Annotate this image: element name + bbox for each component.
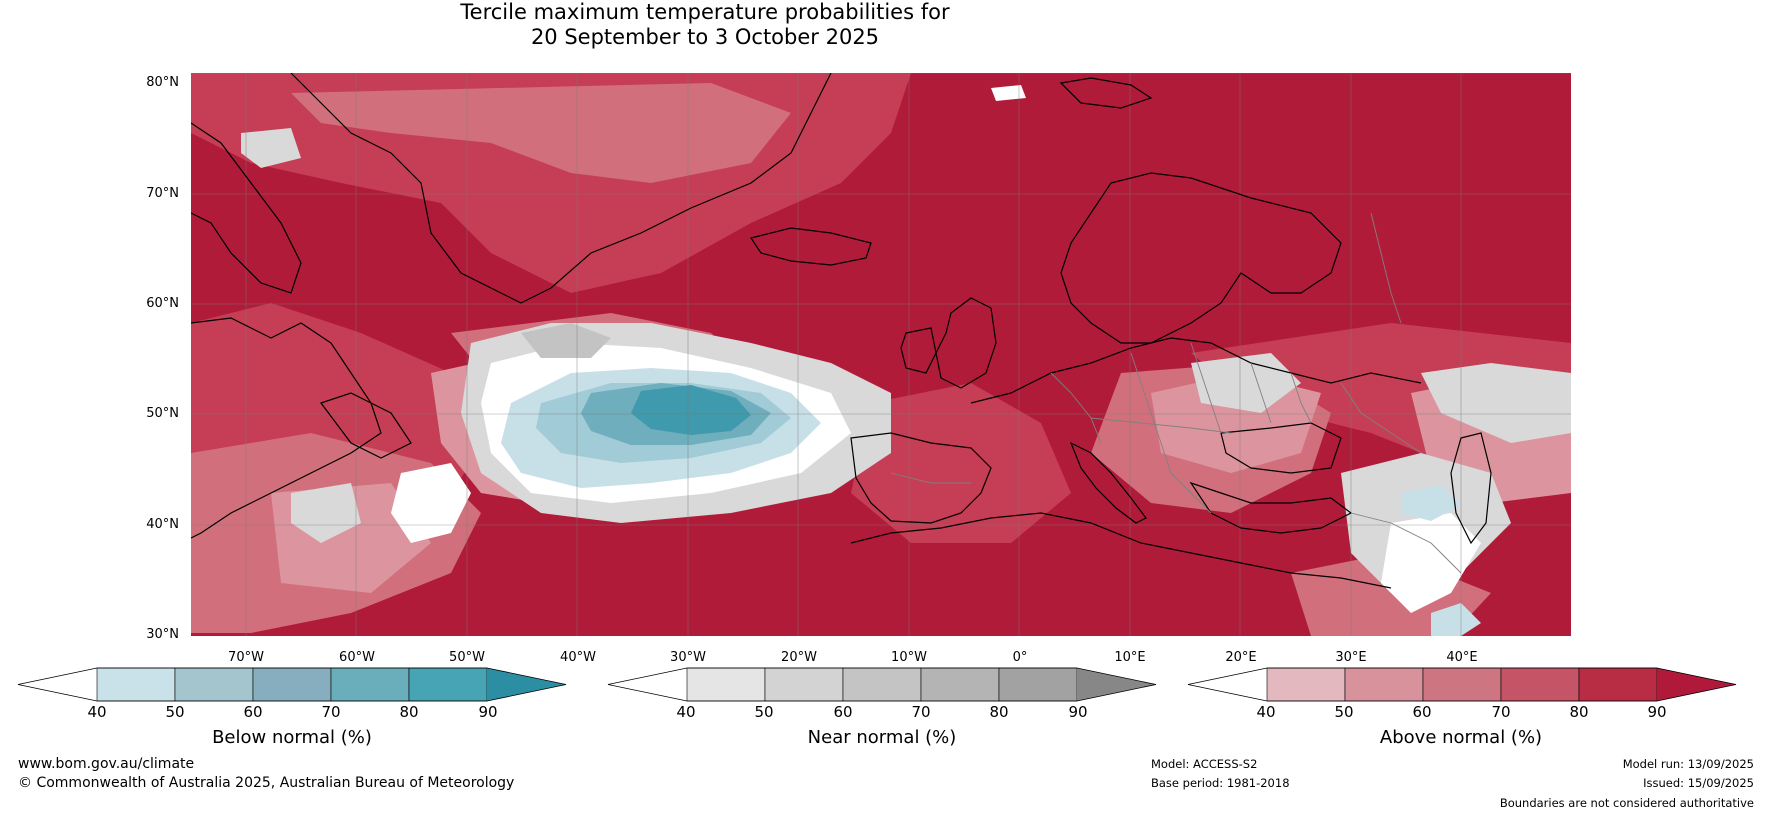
probability-map — [191, 73, 1571, 636]
cbar-near-tick-70: 70 — [911, 703, 931, 721]
cbar-near-tick-80: 80 — [989, 703, 1009, 721]
lon-label-50w: 50°W — [449, 650, 485, 665]
colorbar-below-svg — [17, 667, 567, 702]
lon-label-10w: 10°W — [891, 650, 927, 665]
cbar-below-tick-40: 40 — [87, 703, 107, 721]
colorbar-near-bin-2 — [842, 667, 922, 702]
colorbar-above-bin-0 — [1266, 667, 1346, 702]
cbar-above-tick-60: 60 — [1412, 703, 1432, 721]
colorbar-above-bin-1 — [1344, 667, 1424, 702]
lon-label-30e: 30°E — [1335, 650, 1367, 665]
map-title: Tercile maximum temperature probabilitie… — [0, 0, 1410, 50]
lon-label-40w: 40°W — [560, 650, 596, 665]
colorbar-below-bin-2 — [252, 667, 332, 702]
lon-label-20w: 20°W — [781, 650, 817, 665]
title-line-1: Tercile maximum temperature probabilitie… — [460, 0, 950, 24]
footer-copyright: © Commonwealth of Australia 2025, Austra… — [18, 775, 515, 791]
colorbar-below-bin-0 — [96, 667, 176, 702]
cbar-above-tick-50: 50 — [1334, 703, 1354, 721]
cbar-above-tick-70: 70 — [1491, 703, 1511, 721]
colorbar-below-high-extension — [487, 668, 566, 701]
map-canvas — [191, 73, 1571, 636]
cbar-above-tick-40: 40 — [1256, 703, 1276, 721]
colorbar-above-bin-2 — [1422, 667, 1502, 702]
cbar-near-tick-50: 50 — [754, 703, 774, 721]
colorbar-above-bin-3 — [1500, 667, 1580, 702]
cbar-near-tick-60: 60 — [833, 703, 853, 721]
title-line-2: 20 September to 3 October 2025 — [530, 25, 880, 49]
colorbar-near-bin-4 — [998, 667, 1078, 702]
footer-base-period: Base period: 1981-2018 — [1151, 776, 1290, 790]
colorbar-below-bin-3 — [330, 667, 410, 702]
coastlines — [191, 73, 1492, 589]
colorbar-near-high-extension — [1077, 668, 1156, 701]
lon-label-30w: 30°W — [670, 650, 706, 665]
cbar-below-tick-60: 60 — [243, 703, 263, 721]
cbar-below-tick-80: 80 — [399, 703, 419, 721]
colorbar-below-normal — [17, 667, 567, 702]
lat-label-40n: 40°N — [146, 517, 179, 532]
cbar-above-tick-80: 80 — [1569, 703, 1589, 721]
footer-issued: Issued: 15/09/2025 — [1643, 776, 1754, 790]
footer-disclaimer: Boundaries are not considered authoritat… — [1499, 796, 1754, 810]
lon-label-70w: 70°W — [228, 650, 264, 665]
colorbar-near-svg — [607, 667, 1157, 702]
colorbar-above-normal — [1187, 667, 1737, 702]
lon-label-20e: 20°E — [1225, 650, 1257, 665]
lon-label-0: 0° — [1012, 650, 1028, 665]
colorbar-near-low-extension — [608, 668, 687, 701]
lat-label-60n: 60°N — [146, 296, 179, 311]
colorbar-below-low-extension — [18, 668, 97, 701]
graticule — [191, 73, 1571, 636]
cbar-near-tick-90: 90 — [1068, 703, 1088, 721]
cbar-below-label: Below normal (%) — [212, 727, 372, 748]
colorbar-near-bin-0 — [686, 667, 766, 702]
lat-label-50n: 50°N — [146, 406, 179, 421]
colorbar-below-outline — [17, 667, 567, 702]
lat-label-30n: 30°N — [146, 627, 179, 642]
colorbar-above-low-extension — [1188, 668, 1267, 701]
cbar-near-tick-40: 40 — [676, 703, 696, 721]
footer-website: www.bom.gov.au/climate — [18, 756, 195, 772]
cbar-near-label: Near normal (%) — [807, 727, 957, 748]
colorbar-above-outline — [1187, 667, 1737, 702]
cbar-below-tick-70: 70 — [321, 703, 341, 721]
colorbar-near-outline — [607, 667, 1157, 702]
lon-label-10e: 10°E — [1114, 650, 1146, 665]
colorbar-above-svg — [1187, 667, 1737, 702]
lon-label-60w: 60°W — [339, 650, 375, 665]
colorbar-near-normal — [607, 667, 1157, 702]
cbar-above-tick-90: 90 — [1647, 703, 1667, 721]
colorbar-near-bin-3 — [920, 667, 1000, 702]
country-borders — [890, 212, 1462, 574]
colorbar-above-bin-4 — [1578, 667, 1658, 702]
colorbar-above-high-extension — [1657, 668, 1736, 701]
footer-model: Model: ACCESS-S2 — [1151, 757, 1258, 771]
cbar-below-tick-90: 90 — [478, 703, 498, 721]
lon-label-40e: 40°E — [1446, 650, 1478, 665]
cbar-above-label: Above normal (%) — [1379, 727, 1543, 748]
colorbar-below-bin-4 — [408, 667, 488, 702]
colorbar-near-bin-1 — [764, 667, 844, 702]
lat-label-80n: 80°N — [146, 75, 179, 90]
colorbar-below-bin-1 — [174, 667, 254, 702]
footer-model-run: Model run: 13/09/2025 — [1622, 757, 1754, 771]
cbar-below-tick-50: 50 — [165, 703, 185, 721]
lat-label-70n: 70°N — [146, 186, 179, 201]
